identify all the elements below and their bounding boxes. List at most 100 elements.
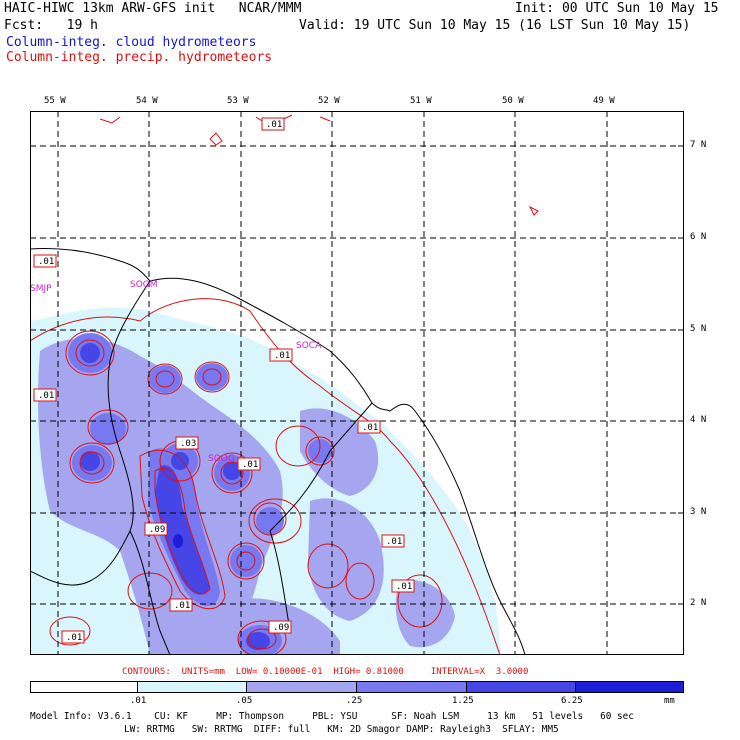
init-time: Init: 00 UTC Sun 10 May 15 [515,1,719,16]
precip-contour [30,298,501,655]
lat-label: 4 N [690,415,707,425]
cloud-cell [230,545,262,577]
svg-text:.01: .01 [38,391,54,401]
cloud-cell [308,439,332,463]
color-key [30,681,684,693]
lat-label: 6 N [690,232,707,242]
lat-label: 2 N [690,598,707,608]
cloud-core [171,452,189,470]
plot-title: HAIC-HIWC 13km ARW-GFS init NCAR/MMM [4,1,302,16]
color-key-unit: mm [664,696,675,706]
model-info-line2: LW: RRTMG SW: RRTMG DIFF: full KM: 2D Sm… [124,724,559,735]
lon-label: 53 W [227,96,249,106]
precip-field-label: Column-integ. precip. hydrometeors [6,50,273,65]
precip-contour [202,368,222,386]
station-label: SOCA [296,341,322,351]
contour-label: .01 [33,254,57,268]
contour-label: .09 [144,522,168,536]
station-label: SOGM [130,280,158,290]
contour-label: .01 [391,579,415,593]
contour-label: .09 [268,620,292,634]
precip-contour [75,339,105,367]
precip-contour [99,116,121,124]
color-key-bin [246,681,356,693]
precip-contour [345,562,375,600]
precip-contour [247,628,277,650]
color-key-bin [356,681,466,693]
coastline [30,248,526,655]
station-labels: SMJP SOGM SOCA SOOG [30,280,322,464]
svg-text:.01: .01 [38,257,54,267]
svg-text:.01: .01 [66,633,82,643]
cloud-shading [30,307,500,655]
cloud-core [223,462,241,480]
lon-label: 51 W [410,96,432,106]
svg-text:.09: .09 [149,525,165,535]
cloud-field-label: Column-integ. cloud hydrometeors [6,35,257,50]
precip-contours [30,114,539,655]
frame-ticks [678,145,684,605]
lat-label: 7 N [690,140,707,150]
precip-contour [211,452,253,494]
precip-contour [227,542,265,580]
lon-label: 52 W [318,96,340,106]
precip-contour [305,436,335,466]
svg-text:.01: .01 [242,460,258,470]
cloud-cell [149,365,181,393]
station-label: SOOG [208,454,235,464]
precip-contour [69,442,115,484]
precip-contour [87,409,129,445]
contour-label: .01 [169,598,193,612]
svg-text:.09: .09 [273,623,289,633]
svg-text:.03: .03 [180,439,196,449]
color-key-label: .05 [236,696,253,706]
lon-label: 49 W [593,96,615,106]
color-key-bin [466,681,575,693]
contour-label: .01 [33,388,57,402]
contour-label: .01 [61,630,85,644]
cloud-core [80,451,100,471]
coastline-path [30,248,526,655]
model-info-line1: Model Info: V3.6.1 CU: KF MP: Thompson P… [30,711,634,722]
color-key-bin [575,681,684,693]
precip-contour [307,543,349,589]
station-label: SMJP [30,284,52,294]
precip-contour [49,616,91,646]
cloud-core [155,465,210,595]
precip-contour [236,551,256,571]
precip-contour [194,361,230,393]
lon-label: 55 W [44,96,66,106]
lat-label: 3 N [690,507,707,517]
color-key-label: 1.25 [452,696,474,706]
lat-label: 5 N [690,324,707,334]
precip-contour [237,620,287,655]
cloud-cell [256,507,284,535]
border-path [129,530,171,655]
color-key-bin [137,681,246,693]
precip-contour [155,370,175,388]
contours-info: CONTOURS: UNITS=mm LOW= 0.10000E-01 HIGH… [122,667,529,677]
color-key-bin [30,681,137,693]
svg-text:.01: .01 [386,537,402,547]
svg-text:.01: .01 [174,601,190,611]
precip-contour [397,574,443,628]
contour-label: .01 [381,534,405,548]
precip-contour [209,132,223,146]
cloud-core [173,534,183,548]
cloud-cell [196,363,228,391]
precip-contour [139,449,226,610]
lon-label: 50 W [502,96,524,106]
precip-contour [319,116,331,122]
valid-time: Valid: 19 UTC Sun 10 May 15 (16 LST Sun … [299,18,691,33]
map-frame [30,111,684,655]
color-key-label: .01 [130,696,147,706]
contour-label: .01 [261,117,285,131]
lat-lon-grid [30,111,684,655]
precip-contour [154,468,211,595]
contour-labels: .01 .01 .01 .01 .01 .03 .01 .09 .01 .01 … [33,117,415,644]
cloud-cell [90,413,126,445]
contour-label: .03 [175,436,199,450]
precip-contour [147,363,183,395]
precip-contour [275,425,321,467]
color-key-label: 6.25 [561,696,583,706]
